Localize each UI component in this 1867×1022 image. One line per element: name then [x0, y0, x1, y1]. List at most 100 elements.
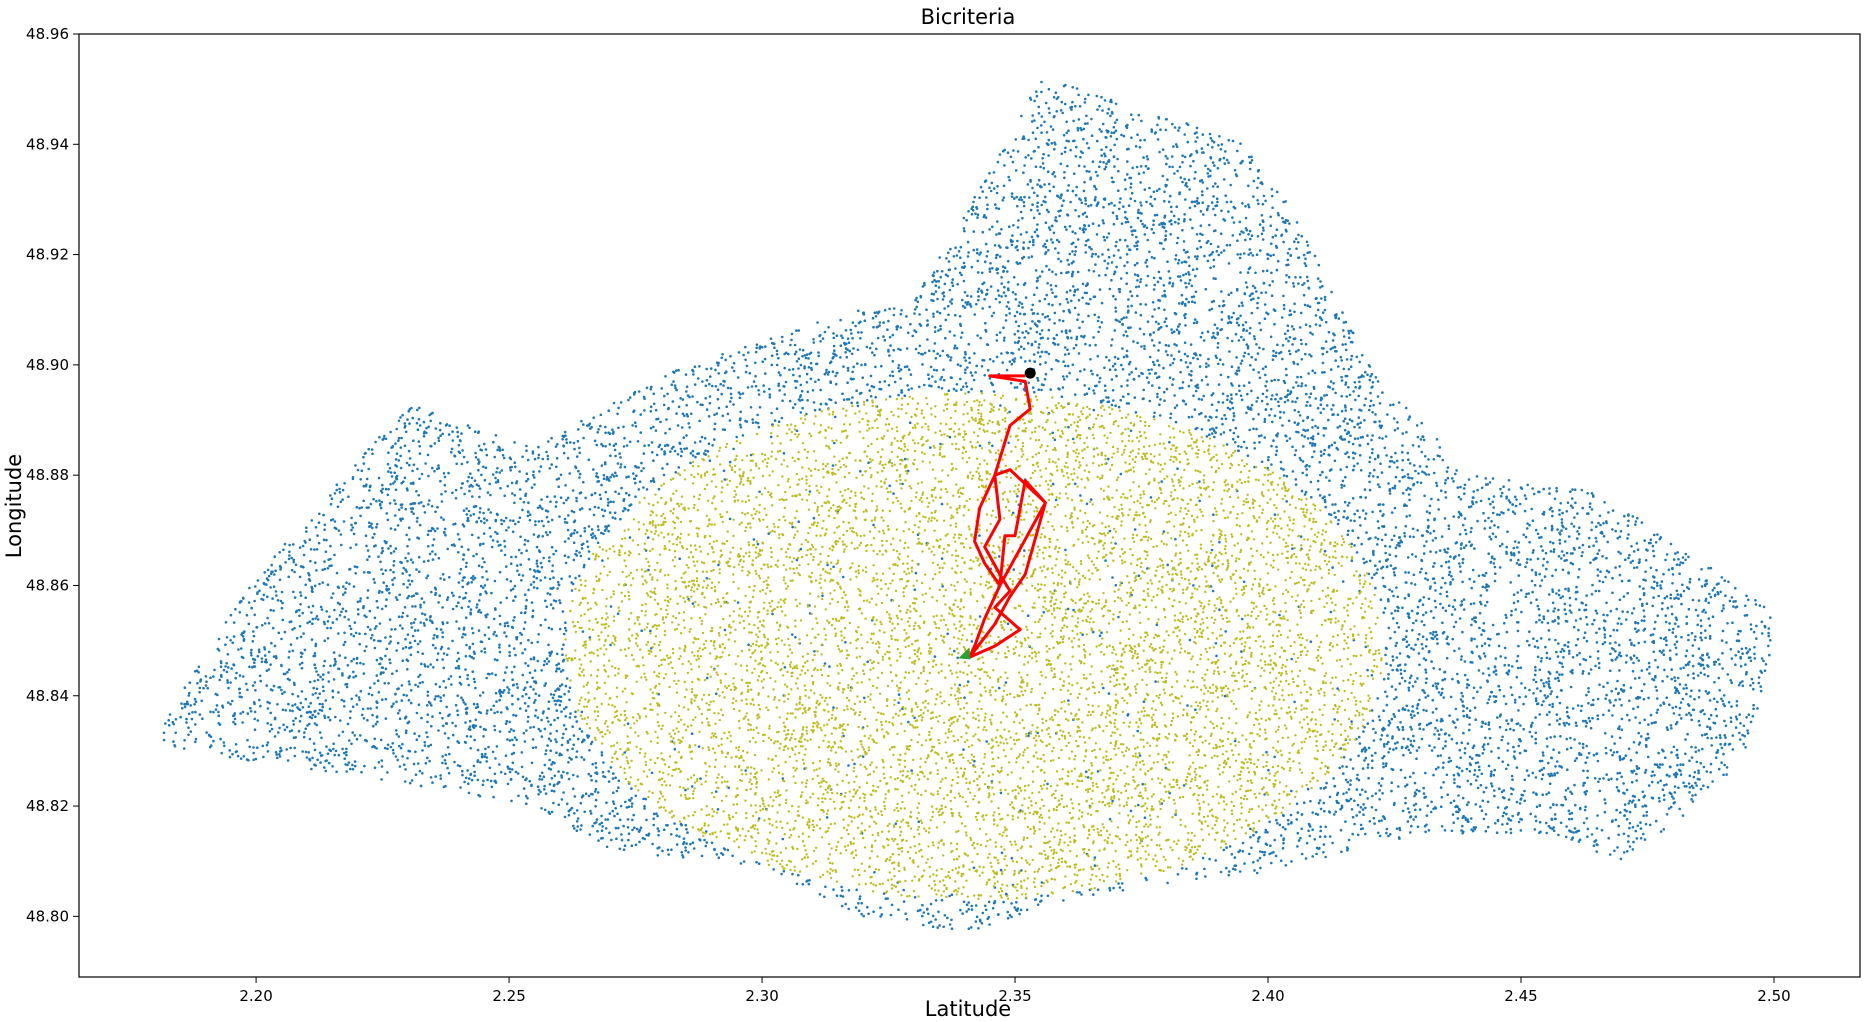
data-point	[1497, 632, 1500, 636]
data-point	[1514, 504, 1518, 508]
data-point	[1241, 202, 1244, 205]
data-point	[1133, 396, 1137, 399]
data-point	[325, 538, 328, 542]
data-point	[1446, 466, 1450, 469]
data-point	[801, 355, 804, 358]
data-point	[1178, 191, 1181, 194]
data-point	[1366, 722, 1370, 725]
data-point	[1000, 851, 1004, 855]
data-point	[426, 720, 429, 724]
data-point	[227, 686, 230, 690]
data-point	[1604, 575, 1607, 579]
data-point	[1406, 556, 1410, 559]
data-point	[1182, 273, 1185, 277]
data-point	[1242, 338, 1245, 342]
data-point	[1750, 677, 1754, 681]
data-point	[1688, 577, 1692, 581]
data-point	[1453, 778, 1456, 781]
data-point	[1062, 899, 1065, 902]
data-point	[377, 555, 380, 558]
data-point	[1239, 314, 1242, 318]
data-point	[1047, 226, 1051, 229]
data-point	[1045, 293, 1048, 297]
data-point	[1637, 731, 1640, 735]
data-point	[1143, 344, 1146, 348]
data-point	[975, 248, 979, 251]
data-point	[277, 731, 280, 734]
data-point	[1516, 654, 1520, 658]
data-point	[1468, 755, 1472, 759]
data-point	[1573, 488, 1577, 492]
data-point	[672, 380, 675, 383]
data-point	[1552, 610, 1555, 613]
data-point	[600, 464, 604, 467]
data-point	[1437, 766, 1440, 769]
data-point	[1305, 468, 1308, 471]
data-point	[607, 529, 610, 533]
data-point	[1125, 402, 1129, 405]
data-point	[919, 908, 922, 912]
data-point	[854, 324, 857, 328]
data-point	[1139, 280, 1142, 284]
data-point	[394, 628, 397, 631]
data-point	[1150, 255, 1154, 259]
data-point	[926, 319, 929, 322]
data-point	[936, 297, 939, 301]
data-point	[1618, 565, 1621, 568]
data-point	[907, 388, 910, 392]
data-point	[430, 526, 434, 530]
data-point	[625, 476, 628, 479]
data-point	[1567, 652, 1571, 655]
data-point	[555, 740, 558, 744]
data-point	[1384, 435, 1388, 438]
data-point	[1202, 213, 1205, 216]
data-point	[900, 389, 903, 392]
data-point	[1007, 175, 1010, 179]
data-point	[1754, 603, 1758, 606]
data-point	[324, 699, 328, 702]
data-point	[509, 580, 513, 583]
data-point	[686, 394, 690, 397]
data-point	[1542, 700, 1545, 703]
data-point	[1541, 773, 1545, 776]
data-point	[483, 633, 487, 637]
data-point	[729, 354, 732, 358]
data-point	[1663, 668, 1666, 672]
data-point	[1536, 604, 1540, 608]
data-point	[1113, 362, 1117, 366]
data-point	[1675, 640, 1679, 643]
data-point	[497, 445, 501, 449]
data-point	[350, 659, 353, 663]
data-point	[563, 815, 567, 819]
data-point	[466, 424, 470, 427]
data-point	[992, 187, 996, 190]
data-point	[1309, 331, 1312, 335]
data-point	[1638, 558, 1641, 561]
data-point	[934, 290, 938, 293]
data-point	[1313, 371, 1317, 375]
data-point	[1598, 579, 1601, 583]
data-point	[1431, 711, 1435, 714]
data-point	[394, 502, 397, 506]
data-point	[387, 682, 390, 685]
data-point	[993, 244, 997, 247]
data-point	[493, 711, 496, 715]
data-point	[1103, 366, 1106, 370]
data-point	[888, 395, 892, 398]
data-point	[1056, 343, 1060, 346]
data-point	[1119, 472, 1123, 476]
data-point	[1085, 502, 1089, 506]
data-point	[1013, 333, 1017, 336]
data-point	[476, 603, 479, 606]
series-blue	[162, 80, 1772, 930]
data-point	[1374, 413, 1377, 416]
data-point	[1240, 301, 1244, 305]
data-point	[1375, 571, 1378, 575]
data-point	[405, 533, 409, 537]
data-point	[1563, 608, 1566, 611]
data-point	[1301, 471, 1304, 475]
data-point	[748, 371, 752, 375]
data-point	[953, 649, 956, 653]
data-point	[498, 650, 502, 654]
data-point	[408, 538, 411, 541]
